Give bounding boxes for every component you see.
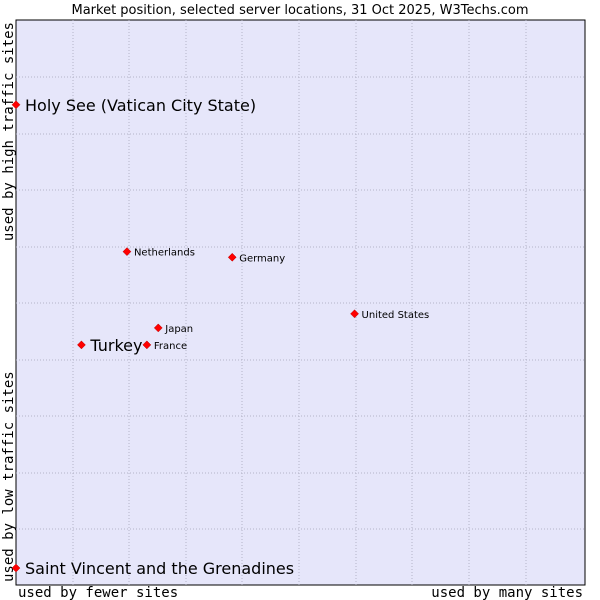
data-point-label: Japan bbox=[164, 324, 193, 335]
y-axis-label-bottom: used by low traffic sites bbox=[1, 371, 17, 582]
data-point-marker bbox=[11, 563, 21, 573]
x-axis-label-left: used by fewer sites bbox=[18, 585, 178, 600]
data-point-label: Saint Vincent and the Grenadines bbox=[25, 559, 294, 578]
data-point-label: United States bbox=[362, 310, 430, 321]
x-axis-label-right: used by many sites bbox=[431, 585, 583, 600]
chart-title: Market position, selected server locatio… bbox=[71, 3, 528, 18]
data-point-marker bbox=[142, 340, 152, 350]
data-points: Holy See (Vatican City State) Netherlands… bbox=[11, 96, 430, 578]
data-point-label: Germany bbox=[239, 253, 285, 264]
data-point-marker bbox=[11, 100, 21, 110]
data-point-label: Netherlands bbox=[134, 248, 195, 259]
data-point-marker bbox=[122, 247, 132, 257]
data-point-label: Holy See (Vatican City State) bbox=[25, 96, 256, 115]
data-point-marker bbox=[350, 309, 359, 319]
data-point-marker bbox=[153, 323, 163, 333]
data-point-label: Turkey bbox=[89, 336, 142, 355]
data-point-marker bbox=[77, 340, 86, 350]
data-point-marker bbox=[227, 252, 237, 262]
y-axis-label-top: used by high traffic sites bbox=[1, 22, 17, 241]
data-point-label: France bbox=[154, 341, 187, 352]
gridlines bbox=[16, 20, 585, 585]
